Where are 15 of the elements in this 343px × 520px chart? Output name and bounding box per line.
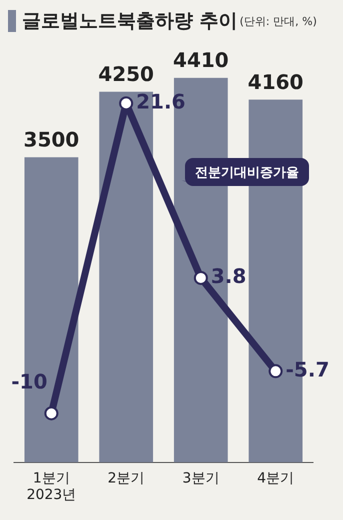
point (44, 406, 58, 420)
data-label: 4410 (173, 48, 229, 72)
chart-subtitle: (단위: 만대, %) (240, 14, 317, 28)
x-tick-label: 1분기 2023년 (26, 470, 76, 504)
chart-title: 글로벌노트북출하량 추이 (22, 9, 238, 34)
point (268, 364, 283, 378)
x-tick-label: 2분기 (108, 470, 145, 486)
x-tick-label: 4분기 (257, 470, 294, 486)
point (119, 96, 134, 110)
x-tick-label: 3분기 (182, 470, 220, 486)
text: 전분기대비증가율 (195, 165, 299, 180)
point (194, 270, 208, 285)
data-label: 3500 (24, 127, 80, 152)
data-label: 4160 (248, 70, 304, 94)
data-label: 4250 (98, 62, 154, 86)
